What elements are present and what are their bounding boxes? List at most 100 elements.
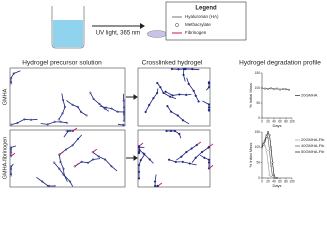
ha-strand — [122, 93, 125, 121]
data-point — [270, 146, 273, 149]
fibrinogen — [196, 141, 202, 146]
solution — [53, 20, 83, 47]
fibrinogen — [92, 148, 98, 153]
x-tick-label: 0 — [261, 179, 263, 183]
legend-label: 20GMHA-Fib — [301, 137, 325, 142]
ha-strand — [186, 77, 200, 102]
ha-strand — [63, 130, 73, 138]
row-label: GMHA-fibrinogen — [2, 137, 8, 180]
data-point — [288, 88, 291, 91]
data-point — [276, 176, 279, 179]
ha-strand — [154, 174, 158, 187]
x-axis-label: Days — [272, 123, 281, 128]
ha-strand — [11, 118, 38, 125]
ha-strand — [10, 70, 21, 84]
ha-strand — [10, 163, 14, 176]
x-tick-label: 60 — [278, 119, 282, 123]
legend-swatch — [175, 23, 179, 27]
data-point — [279, 88, 282, 91]
ha-strand — [10, 145, 17, 157]
x-tick-label: 20 — [266, 179, 270, 183]
ha-strand — [206, 82, 210, 91]
ha-strand — [165, 91, 192, 96]
data-point — [267, 130, 270, 133]
ha-strand — [199, 154, 210, 169]
data-point — [261, 146, 264, 149]
y-tick-label: 0 — [258, 176, 260, 180]
fibrinogen — [72, 127, 78, 132]
data-point — [273, 173, 276, 176]
ha-strand — [74, 158, 101, 167]
ha-strand — [138, 153, 146, 179]
data-point — [276, 87, 279, 90]
data-point — [268, 149, 271, 152]
ha-strand — [138, 146, 145, 154]
ha-strand — [166, 130, 182, 139]
data-point — [271, 161, 274, 164]
y-axis-label: % Initial Mass — [248, 83, 253, 108]
y-tick-label: 150 — [255, 71, 261, 75]
fibrinogen — [138, 142, 144, 147]
arrow-head — [140, 23, 145, 29]
series-line — [261, 87, 290, 91]
x-tick-label: 20 — [266, 119, 270, 123]
ha-strand — [191, 146, 210, 163]
series-line — [261, 131, 277, 179]
data-point — [268, 134, 271, 137]
arrows — [126, 94, 138, 161]
x-tick-label: 100 — [289, 179, 295, 183]
data-point — [265, 149, 268, 152]
figure: UV light, 365 nm Legend Hyaluronan (HA) … — [2, 1, 325, 188]
panels — [9, 67, 211, 188]
y-tick-label: 50 — [256, 101, 260, 105]
uv-label: UV light, 365 nm — [96, 31, 140, 37]
data-point — [268, 173, 271, 176]
legend-title: Legend — [195, 6, 217, 12]
ha-strand — [92, 151, 118, 172]
ha-strand — [176, 144, 198, 161]
ha-strand — [99, 105, 125, 113]
ha-strand — [171, 68, 200, 71]
data-point — [267, 87, 270, 90]
legend-item: Fibrinogen — [185, 30, 207, 35]
fibrinogen — [74, 162, 80, 167]
data-point — [282, 87, 285, 90]
data-point — [285, 88, 288, 91]
fibrinogen — [208, 165, 214, 169]
data-point — [261, 86, 264, 89]
fibrinogen — [59, 151, 64, 156]
data-point — [270, 87, 273, 90]
section-title: Hydrogel precursor solution — [22, 60, 102, 67]
x-tick-label: 80 — [284, 119, 288, 123]
legend-label: 20GMHA — [301, 93, 318, 98]
ha-strand — [168, 159, 197, 166]
page: UV light, 365 nm Legend Hyaluronan (HA) … — [2, 1, 326, 189]
legend-label: 50GMHA-Fib — [301, 149, 325, 154]
data-point — [273, 88, 276, 91]
hydrogel-disk — [146, 30, 168, 38]
ha-strand — [59, 134, 83, 155]
x-tick-label: 0 — [261, 119, 263, 123]
ha-strand — [53, 162, 74, 187]
fibrinogen — [208, 143, 214, 148]
ha-strand — [36, 176, 55, 187]
legend-box — [165, 1, 247, 41]
data-point — [267, 161, 270, 164]
data-point — [264, 87, 267, 90]
ha-strand — [40, 121, 68, 125]
ha-strand — [58, 154, 68, 182]
ha-strand — [117, 123, 124, 126]
polymer-strands — [9, 67, 214, 188]
x-tick-label: 80 — [284, 179, 288, 183]
x-tick-label: 60 — [278, 179, 282, 183]
data-point — [265, 135, 268, 138]
data-point — [262, 143, 265, 146]
ha-strand — [167, 105, 190, 125]
ha-strand — [89, 92, 110, 112]
y-tick-label: 50 — [256, 161, 260, 165]
section-title: Crosslinked hydrogel — [142, 60, 203, 67]
x-tick-label: 40 — [272, 179, 276, 183]
data-point — [271, 175, 274, 178]
y-tick-label: 100 — [255, 145, 261, 149]
section-title: Hydrogel degradation profile — [239, 60, 321, 67]
